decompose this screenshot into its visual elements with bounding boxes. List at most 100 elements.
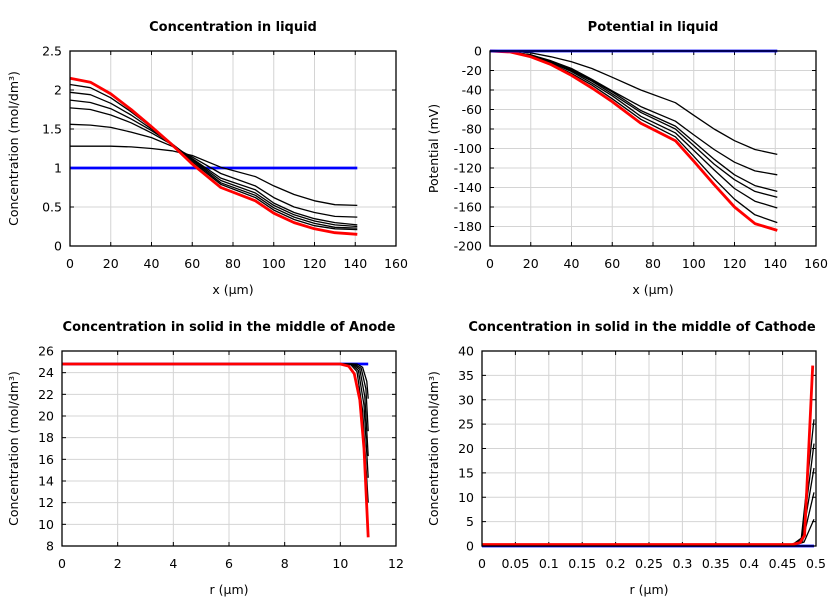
x-tick-label: 12 [388, 556, 404, 571]
x-tick-label: 0.45 [769, 556, 797, 571]
series-line-7 [489, 49, 778, 232]
x-tick-label: 160 [384, 256, 408, 271]
y-tick-label: 25 [458, 417, 474, 432]
y-tick-label: 20 [38, 409, 54, 424]
chart-panel-1: 0 20 40 60 80 100 120 140 160 0 0.5 1 1.5 2 2.5 Concent… [6, 20, 408, 297]
y-tick-label: -160 [454, 200, 482, 215]
x-tick-label: 0 [478, 556, 486, 571]
series-line-7 [482, 365, 815, 546]
chart-panel-3: 0 2 4 6 8 10 128101214161820222426Concentratio… [6, 320, 404, 597]
x-tick-label: 80 [225, 256, 241, 271]
x-tick-label: 20 [523, 256, 539, 271]
series-line-5 [69, 99, 358, 228]
y-tick-label: -140 [454, 180, 482, 195]
x-tick-label: 120 [723, 256, 747, 271]
x-tick-label: 6 [225, 556, 233, 571]
x-tick-label: 0.5 [806, 556, 826, 571]
x-tick-label: 0.3 [672, 556, 692, 571]
x-axis-label: x (µm) [212, 282, 253, 297]
series-line-2 [482, 518, 815, 546]
series-line-5 [62, 363, 369, 478]
y-tick-label: 10 [38, 517, 54, 532]
chart-panel-4: 0 0.05 0.1 0.15 0.2 0.25 0.3 0.35 0.4 0.45 0.5 0 5 10… [426, 320, 826, 597]
series-line-6 [69, 91, 358, 229]
x-tick-label: 0.25 [635, 556, 663, 571]
y-tick-label: -40 [462, 83, 482, 98]
plot-frame [481, 350, 817, 547]
y-tick-label: 26 [38, 344, 54, 359]
y-tick-label: 2.5 [42, 44, 62, 59]
y-tick-label: 35 [458, 368, 474, 383]
series-line-3 [482, 492, 815, 546]
y-tick-label: 0 [474, 44, 482, 59]
y-tick-label: 12 [38, 495, 54, 510]
y-tick-label: -100 [454, 141, 482, 156]
y-tick-label: -20 [462, 63, 482, 78]
y-tick-label: 10 [458, 490, 474, 505]
series-line-2 [62, 363, 369, 399]
x-tick-label: 0 [486, 256, 494, 271]
y-tick-label: 20 [458, 441, 474, 456]
series-line-3 [62, 363, 369, 432]
y-axis-label: Concentration (mol/dm³) [6, 71, 21, 226]
plot-frame [489, 50, 817, 247]
x-tick-label: 0.35 [702, 556, 730, 571]
x-tick-label: 100 [682, 256, 706, 271]
y-tick-label: -180 [454, 219, 482, 234]
x-tick-label: 60 [184, 256, 200, 271]
x-axis-label: r (µm) [630, 582, 669, 597]
plot-frame [61, 350, 397, 547]
chart-title: Concentration in solid in the middle of … [63, 320, 396, 335]
y-axis-label: Concentration (mol/dm³) [426, 371, 441, 526]
y-tick-label: -120 [454, 161, 482, 176]
x-tick-label: 0 [58, 556, 66, 571]
series-line-6 [482, 419, 815, 546]
series-line-6 [62, 363, 369, 503]
x-tick-label: 140 [343, 256, 367, 271]
chart-title: Potential in liquid [588, 20, 719, 35]
y-axis-label: Concentration (mol/dm³) [6, 371, 21, 526]
plot-frame [69, 50, 397, 247]
x-tick-label: 160 [804, 256, 828, 271]
x-tick-label: 10 [332, 556, 348, 571]
y-tick-label: 1.5 [42, 122, 62, 137]
series-line-4 [482, 467, 815, 546]
y-tick-label: 24 [38, 365, 54, 380]
chart-title: Concentration in solid in the middle of … [468, 320, 816, 335]
y-tick-label: 0 [54, 239, 62, 254]
x-tick-label: 0.2 [606, 556, 626, 571]
x-tick-label: 40 [564, 256, 580, 271]
series-line-4 [62, 363, 369, 457]
x-tick-label: 140 [763, 256, 787, 271]
x-axis-label: x (µm) [632, 282, 673, 297]
chart-panel-2: 0 20 40 60 80 100 120 140 160-200-180-160-140-12… [426, 20, 828, 297]
y-tick-label: 18 [38, 430, 54, 445]
x-tick-label: 0.1 [539, 556, 559, 571]
x-tick-label: 20 [103, 256, 119, 271]
x-tick-label: 80 [645, 256, 661, 271]
y-tick-label: 0 [466, 539, 474, 554]
y-tick-label: 40 [458, 344, 474, 359]
y-tick-label: 15 [458, 465, 474, 480]
series-line-4 [489, 50, 778, 198]
y-tick-label: 2 [54, 83, 62, 98]
x-tick-label: 100 [262, 256, 286, 271]
x-tick-label: 40 [144, 256, 160, 271]
y-tick-label: 14 [38, 474, 54, 489]
x-tick-label: 8 [281, 556, 289, 571]
x-axis-label: r (µm) [210, 582, 249, 597]
y-tick-label: 8 [46, 539, 54, 554]
y-tick-label: 1 [54, 161, 62, 176]
y-tick-label: 22 [38, 387, 54, 402]
y-tick-label: -80 [462, 122, 482, 137]
x-tick-label: 0.05 [501, 556, 529, 571]
x-tick-label: 0.15 [568, 556, 596, 571]
x-tick-label: 4 [169, 556, 177, 571]
series-line-7 [69, 83, 358, 231]
x-tick-label: 0 [66, 256, 74, 271]
series-line-1 [490, 50, 778, 156]
y-tick-label: 16 [38, 452, 54, 467]
y-tick-label: -60 [462, 102, 482, 117]
y-tick-label: 0.5 [42, 200, 62, 215]
series-line-5 [482, 443, 815, 546]
